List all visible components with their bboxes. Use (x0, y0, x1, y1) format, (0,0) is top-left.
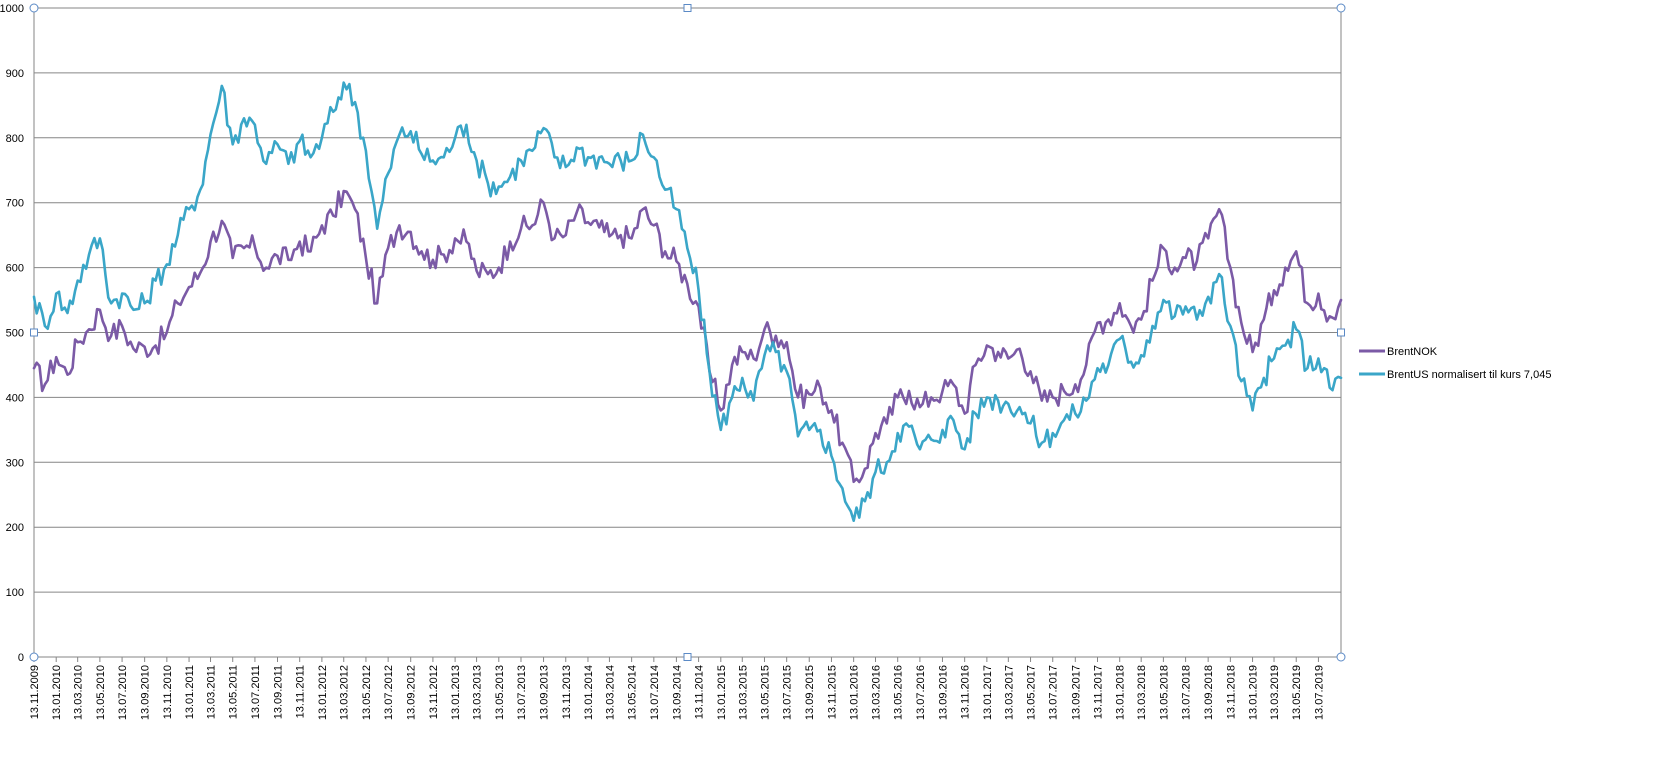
resize-handle-edge[interactable] (683, 653, 692, 661)
x-tick-label: 13.01.2010 (51, 665, 63, 720)
x-tick-label: 13.09.2018 (1203, 665, 1215, 720)
y-tick-label: 500 (6, 328, 24, 340)
x-tick-label: 13.05.2018 (1158, 665, 1170, 720)
x-tick-label: 13.05.2016 (893, 665, 905, 720)
x-tick-label: 13.09.2015 (804, 665, 816, 720)
x-tick-label: 13.01.2018 (1115, 665, 1127, 720)
x-tick-label: 13.01.2014 (583, 665, 595, 720)
x-tick-label: 13.03.2011 (206, 665, 218, 719)
x-tick-label: 13.11.2016 (960, 665, 972, 719)
x-tick-label: 13.03.2012 (339, 665, 351, 720)
resize-handle-corner[interactable] (29, 652, 39, 662)
x-tick-label: 13.11.2014 (694, 665, 706, 719)
x-tick-label: 13.03.2016 (870, 665, 882, 720)
x-tick-label: 13.05.2013 (494, 665, 506, 720)
y-axis: 0 100 200 300 400 500 600 700 800 900 1000 (0, 3, 1342, 664)
x-tick-label: 13.11.2017 (1093, 665, 1105, 719)
x-tick-label: 13.07.2017 (1048, 665, 1060, 720)
x-tick-label: 13.09.2011 (272, 665, 284, 719)
x-tick-label: 13.01.2017 (982, 665, 994, 720)
x-tick-label: 13.07.2010 (117, 665, 129, 720)
x-tick-label: 13.11.2018 (1225, 665, 1237, 719)
y-tick-label: 100 (6, 587, 24, 599)
x-tick-label: 13.01.2015 (716, 665, 728, 720)
x-tick-label: 13.11.2010 (162, 665, 174, 719)
resize-handle-edge[interactable] (30, 328, 38, 337)
y-tick-label: 600 (6, 263, 24, 275)
series-lines[interactable] (32, 81, 1343, 522)
x-tick-label: 13.09.2017 (1070, 665, 1082, 720)
x-tick-label: 13.03.2017 (1003, 665, 1015, 720)
y-tick-label: 1000 (0, 3, 24, 15)
x-tick-label: 13.05.2015 (759, 665, 771, 720)
x-tick-label: 13.11.2013 (561, 665, 573, 719)
x-tick-label: 13.07.2011 (250, 665, 262, 719)
x-tick-label: 13.01.2019 (1248, 665, 1260, 720)
y-tick-label: 700 (6, 198, 24, 210)
y-tick-label: 300 (6, 457, 24, 469)
series-line-brentnok[interactable] (32, 189, 1343, 484)
legend-label: BrentUS normalisert til kurs 7,045 (1387, 369, 1551, 381)
x-tick-label: 13.03.2014 (604, 665, 616, 720)
resize-handle-corner[interactable] (1336, 652, 1346, 662)
resize-handle-corner[interactable] (29, 3, 39, 13)
x-tick-label: 13.09.2012 (406, 665, 418, 720)
x-tick-label: 13.01.2012 (317, 665, 329, 720)
x-tick-label: 13.09.2016 (937, 665, 949, 720)
x-tick-label: 13.05.2011 (228, 665, 240, 719)
gridlines (34, 7, 1341, 658)
resize-handle-edge[interactable] (1337, 328, 1345, 337)
selection-handles[interactable] (29, 3, 1346, 662)
x-tick-label: 13.11.2011 (295, 665, 307, 718)
y-tick-label: 400 (6, 392, 24, 404)
x-tick-label: 13.11.2012 (428, 665, 440, 719)
x-tick-label: 13.09.2010 (140, 665, 152, 720)
y-tick-label: 800 (6, 133, 24, 145)
y-tick-label: 900 (6, 68, 24, 80)
x-tick-label: 13.03.2018 (1136, 665, 1148, 720)
legend[interactable]: BrentNOK BrentUS normalisert til kurs 7,0… (1359, 346, 1551, 381)
x-tick-label: 13.05.2017 (1026, 665, 1038, 720)
x-tick-label: 13.07.2018 (1181, 665, 1193, 720)
x-tick-label: 13.05.2014 (627, 665, 639, 720)
legend-label: BrentNOK (1387, 346, 1438, 358)
x-tick-label: 13.03.2015 (737, 665, 749, 720)
x-tick-label: 13.09.2013 (539, 665, 551, 720)
x-tick-label: 13.05.2012 (361, 665, 373, 720)
x-tick-label: 13.01.2011 (184, 665, 196, 719)
resize-handle-corner[interactable] (1336, 3, 1346, 13)
x-tick-label: 13.07.2016 (915, 665, 927, 720)
x-tick-label: 13.03.2019 (1269, 665, 1281, 720)
x-tick-label: 13.07.2015 (782, 665, 794, 720)
x-tick-label: 13.01.2013 (450, 665, 462, 720)
y-tick-label: 200 (6, 522, 24, 534)
x-tick-label: 13.11.2015 (826, 665, 838, 719)
x-axis: 13.11.2009 13.01.2010 13.03.2010 13.05.2010… (29, 657, 1325, 720)
x-tick-label: 13.07.2014 (649, 665, 661, 720)
x-tick-label: 13.03.2010 (73, 665, 85, 720)
x-tick-label: 13.09.2014 (671, 665, 683, 720)
x-tick-label: 13.07.2012 (383, 665, 395, 720)
x-tick-label: 13.03.2013 (472, 665, 484, 720)
series-line-brentus-normalized[interactable] (32, 81, 1343, 522)
x-tick-label: 13.01.2016 (849, 665, 861, 720)
y-tick-label: 0 (18, 652, 24, 664)
x-tick-label: 13.07.2013 (516, 665, 528, 720)
resize-handle-edge[interactable] (683, 4, 692, 12)
x-tick-label: 13.05.2010 (95, 665, 107, 720)
x-tick-label: 13.05.2019 (1291, 665, 1303, 720)
x-tick-label: 13.07.2019 (1313, 665, 1325, 720)
x-tick-label: 13.11.2009 (29, 665, 41, 719)
